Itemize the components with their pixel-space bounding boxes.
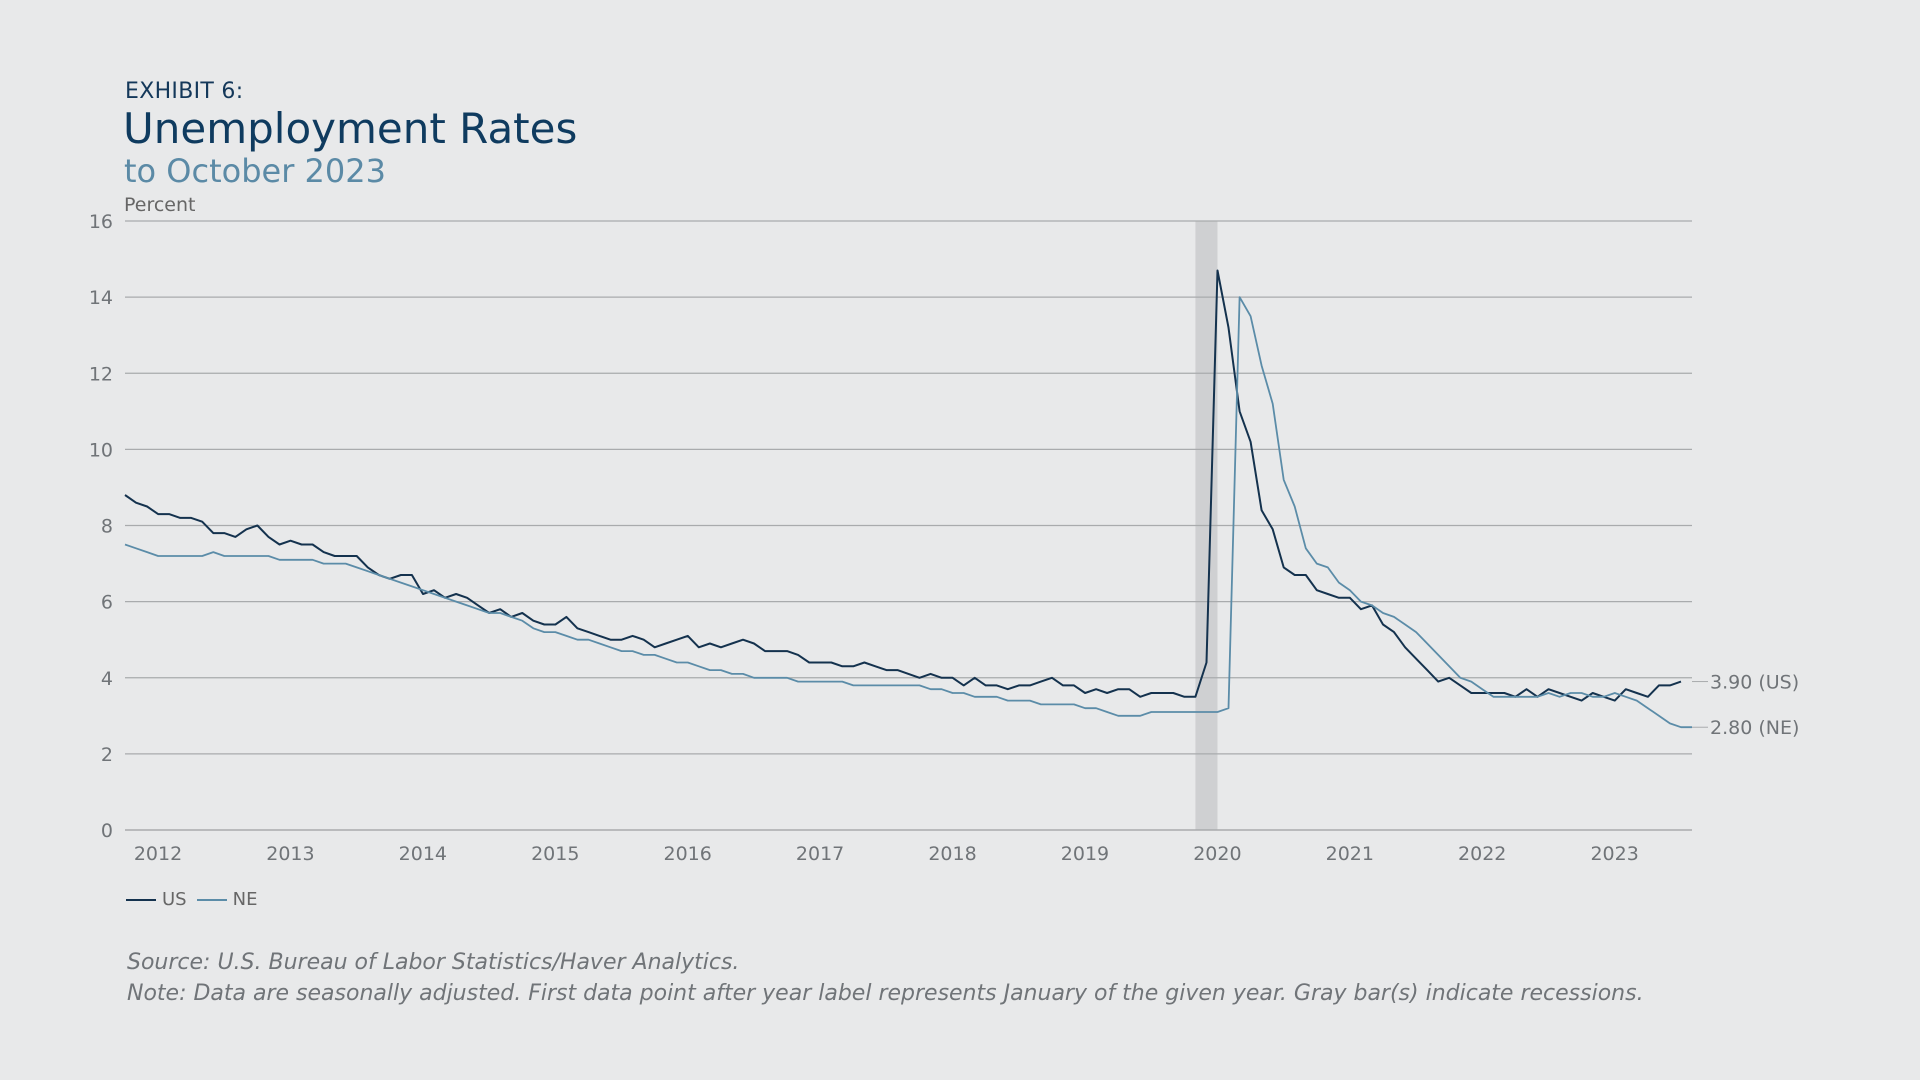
y-axis-unit-label: Percent	[124, 194, 196, 216]
y-tick-label: 4	[101, 668, 113, 690]
y-tick-label: 12	[89, 363, 113, 385]
x-tick-label: 2013	[266, 843, 314, 865]
x-tick-label: 2020	[1193, 843, 1241, 865]
x-tick-label: 2016	[664, 843, 712, 865]
x-tick-label: 2017	[796, 843, 844, 865]
series-line-ne	[124, 296, 1692, 729]
legend-item-us: US	[126, 889, 187, 910]
y-tick-label: 16	[89, 211, 113, 233]
x-tick-label: 2018	[928, 843, 976, 865]
series-line-us	[124, 269, 1682, 702]
x-tick-label: 2023	[1590, 843, 1638, 865]
legend-label-ne: NE	[232, 889, 258, 910]
y-tick-label: 0	[101, 820, 113, 842]
exhibit-label: EXHIBIT 6:	[125, 79, 244, 104]
chart-subtitle: to October 2023	[124, 152, 386, 190]
end-label-us: 3.90 (US)	[1710, 672, 1799, 694]
y-tick-label: 14	[89, 287, 113, 309]
y-tick-label: 8	[101, 516, 113, 538]
legend-swatch-ne	[196, 898, 227, 901]
source-note: Source: U.S. Bureau of Labor Statistics/…	[127, 950, 740, 975]
end-label-ne: 2.80 (NE)	[1710, 717, 1799, 739]
legend-item-ne: NE	[196, 889, 258, 910]
legend: US NE	[126, 889, 267, 910]
x-tick-label: 2021	[1326, 843, 1374, 865]
y-tick-label: 10	[89, 439, 113, 461]
legend-label-us: US	[162, 889, 187, 910]
chart-title: Unemployment Rates	[123, 104, 578, 153]
x-tick-label: 2019	[1061, 843, 1109, 865]
x-tick-label: 2012	[134, 843, 182, 865]
y-tick-label: 6	[101, 592, 113, 614]
x-tick-label: 2015	[531, 843, 579, 865]
y-tick-label: 2	[101, 744, 113, 766]
legend-swatch-us	[126, 898, 156, 901]
data-note: Note: Data are seasonally adjusted. Firs…	[127, 981, 1644, 1006]
x-tick-label: 2022	[1458, 843, 1506, 865]
x-tick-label: 2014	[399, 843, 447, 865]
